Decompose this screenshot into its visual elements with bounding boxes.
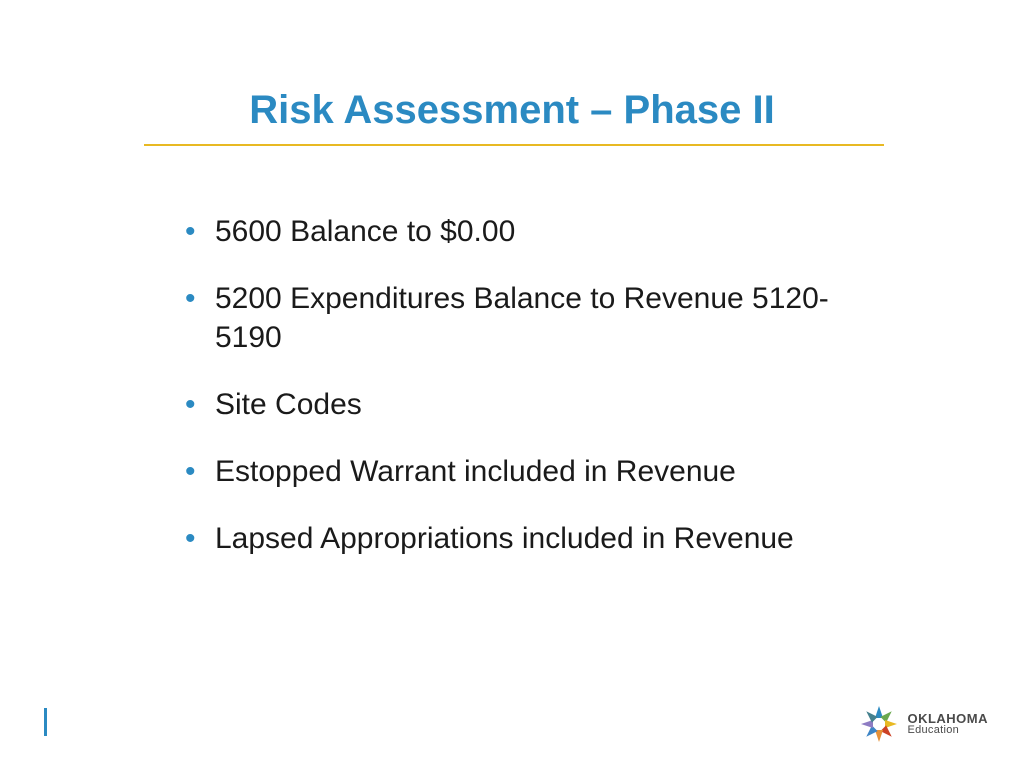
bullet-item: 5200 Expenditures Balance to Revenue 512…	[185, 279, 885, 357]
logo-line2: Education	[907, 725, 988, 736]
bullet-item: Estopped Warrant included in Revenue	[185, 452, 885, 491]
logo-text: OKLAHOMA Education	[907, 712, 988, 736]
sunburst-icon	[859, 704, 899, 744]
brand-logo: OKLAHOMA Education	[859, 704, 988, 744]
slide-content: 5600 Balance to $0.00 5200 Expenditures …	[185, 212, 885, 586]
bullet-item: Site Codes	[185, 385, 885, 424]
footer-accent-bar	[44, 708, 47, 736]
slide-title: Risk Assessment – Phase II	[0, 88, 1024, 133]
bullet-item: Lapsed Appropriations included in Revenu…	[185, 519, 885, 558]
bullet-item: 5600 Balance to $0.00	[185, 212, 885, 251]
slide: Risk Assessment – Phase II 5600 Balance …	[0, 0, 1024, 768]
title-underline	[144, 144, 884, 146]
bullet-list: 5600 Balance to $0.00 5200 Expenditures …	[185, 212, 885, 558]
